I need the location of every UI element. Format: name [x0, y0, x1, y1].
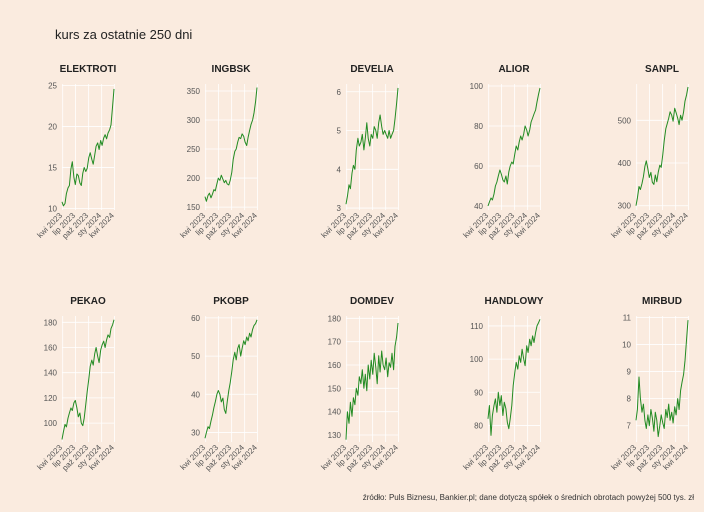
y-tick-label: 40 — [191, 390, 200, 399]
y-tick-label: 5 — [337, 127, 342, 136]
y-tick-label: 160 — [328, 361, 342, 370]
y-tick-label: 180 — [328, 314, 342, 323]
price-line — [635, 320, 689, 438]
panel-title: MIRBUD — [642, 296, 682, 307]
y-tick-label: 110 — [470, 322, 483, 331]
y-tick-label: 140 — [44, 369, 58, 378]
y-tick-label: 3 — [337, 204, 342, 213]
y-tick-label: 4 — [337, 165, 342, 174]
panel-title: SANPL — [645, 64, 679, 75]
panel-title: PEKAO — [70, 296, 106, 307]
panel-title: DEVELIA — [350, 64, 393, 75]
y-tick-label: 100 — [470, 82, 484, 91]
y-tick-label: 20 — [48, 123, 57, 132]
price-line — [635, 86, 689, 206]
y-tick-label: 9 — [627, 368, 632, 377]
source-note: źródło: Puls Biznesu, Bankier.pl; dane d… — [362, 493, 694, 502]
price-line — [487, 87, 541, 207]
y-tick-label: 30 — [191, 428, 200, 437]
panel-title: PKOBP — [213, 296, 249, 307]
y-tick-label: 400 — [618, 159, 632, 168]
price-line — [61, 88, 115, 207]
y-tick-label: 15 — [48, 163, 57, 172]
y-tick-label: 6 — [337, 88, 342, 97]
panel-title: ALIOR — [498, 64, 530, 75]
y-tick-label: 150 — [187, 203, 201, 212]
panel-title: HANDLOWY — [485, 296, 544, 307]
y-tick-label: 50 — [191, 352, 200, 361]
y-tick-label: 250 — [187, 145, 201, 154]
y-tick-label: 140 — [328, 408, 342, 417]
y-tick-label: 350 — [187, 87, 201, 96]
y-tick-label: 10 — [48, 204, 57, 213]
price-line — [61, 319, 115, 440]
y-tick-label: 500 — [618, 116, 632, 125]
y-tick-label: 150 — [328, 384, 342, 393]
y-tick-label: 8 — [627, 395, 632, 404]
y-tick-label: 300 — [187, 116, 201, 125]
y-tick-label: 60 — [191, 314, 200, 323]
panel-title: ELEKTROTI — [60, 64, 117, 75]
price-line — [345, 322, 399, 440]
y-tick-label: 100 — [470, 355, 484, 364]
y-tick-label: 160 — [44, 344, 58, 353]
y-tick-label: 90 — [474, 388, 483, 397]
y-tick-label: 130 — [328, 431, 342, 440]
y-tick-label: 80 — [474, 421, 483, 430]
y-tick-label: 80 — [474, 122, 483, 131]
y-tick-label: 180 — [44, 318, 58, 327]
y-tick-label: 300 — [618, 202, 632, 211]
y-tick-label: 100 — [44, 419, 58, 428]
y-tick-label: 120 — [44, 394, 58, 403]
y-tick-label: 25 — [48, 82, 57, 91]
y-tick-label: 60 — [474, 162, 483, 171]
price-line — [204, 319, 258, 439]
page-title: kurs za ostatnie 250 dni — [55, 27, 193, 42]
y-tick-label: 11 — [623, 313, 632, 322]
y-tick-label: 40 — [474, 202, 483, 211]
price-line — [345, 87, 399, 205]
y-tick-label: 200 — [187, 174, 201, 183]
price-line — [487, 319, 541, 436]
y-tick-label: 10 — [622, 340, 631, 349]
panel-title: DOMDEV — [350, 296, 394, 307]
y-tick-label: 7 — [627, 422, 632, 431]
y-tick-label: 170 — [328, 338, 342, 347]
panel-title: INGBSK — [212, 64, 252, 75]
price-line — [204, 87, 258, 202]
